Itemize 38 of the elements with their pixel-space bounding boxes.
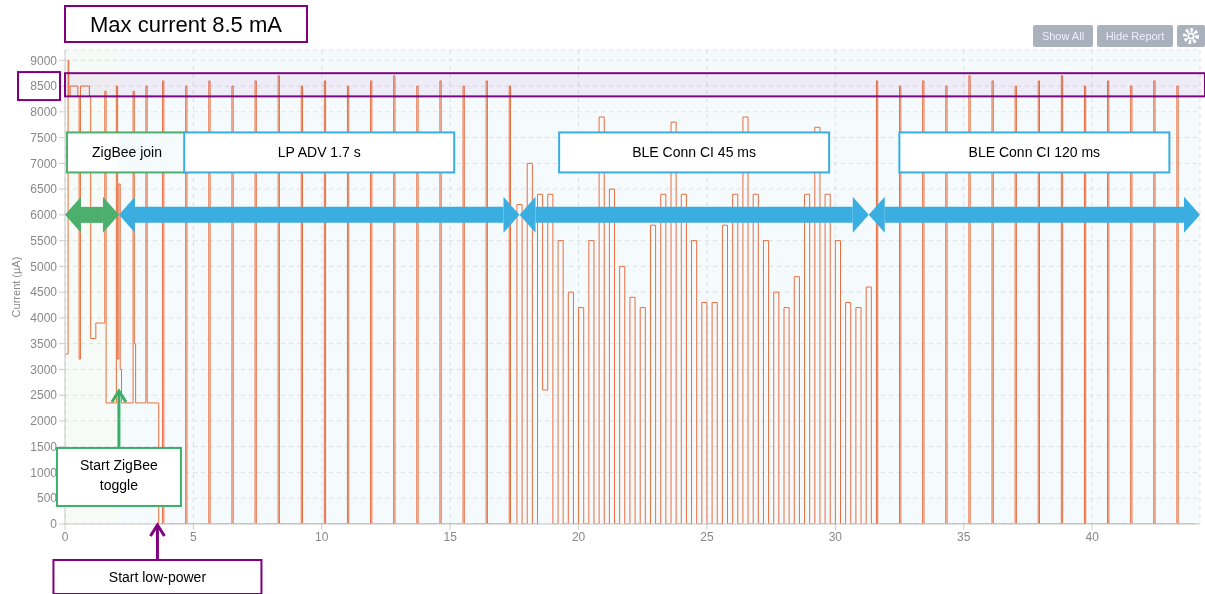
x-tick-label: 0 bbox=[61, 529, 69, 544]
y-tick-label: 6000 bbox=[30, 208, 58, 223]
y-tick-label: 1500 bbox=[30, 439, 58, 454]
band-label: ZigBee join bbox=[91, 144, 163, 161]
x-tick-label: 20 bbox=[571, 529, 586, 544]
y-axis-title: Current (µA) bbox=[9, 256, 22, 318]
x-tick-label: 15 bbox=[443, 529, 458, 544]
y-tick-label: 3500 bbox=[30, 336, 58, 351]
y-tick-label: 6500 bbox=[30, 182, 58, 197]
x-tick-label: 40 bbox=[1085, 529, 1100, 544]
text: Show All bbox=[1041, 30, 1085, 42]
y-tick-label: 500 bbox=[36, 491, 58, 506]
annotation: Start ZigBee toggle bbox=[80, 456, 159, 493]
y-tick-label: 8000 bbox=[30, 105, 58, 120]
y-tick-label: 2500 bbox=[30, 388, 58, 403]
y-tick-label: 2000 bbox=[30, 414, 58, 429]
y-tick-label: 3000 bbox=[30, 362, 58, 377]
band-label: BLE Conn CI 45 ms bbox=[632, 144, 756, 161]
x-tick-label: 25 bbox=[700, 529, 714, 544]
band-label: LP ADV 1.7 s bbox=[277, 144, 361, 161]
y-tick-label: 5500 bbox=[30, 233, 58, 248]
band-label: BLE Conn CI 120 ms bbox=[968, 144, 1101, 161]
x-tick-label: 30 bbox=[828, 529, 843, 544]
y-tick-label: 8500 bbox=[30, 79, 58, 94]
y-tick-label: 4000 bbox=[30, 311, 58, 326]
text: Hide Report bbox=[1105, 30, 1165, 42]
y-tick-label: 5000 bbox=[30, 259, 58, 274]
x-tick-label: 5 bbox=[190, 529, 198, 544]
y-tick-label: 9000 bbox=[30, 53, 58, 68]
x-tick-label: 10 bbox=[315, 529, 329, 544]
y-tick-label: 7500 bbox=[30, 130, 58, 145]
annotation: Start low-power bbox=[108, 569, 207, 585]
y-tick-label: 7000 bbox=[30, 156, 58, 171]
x-tick-label: 35 bbox=[957, 529, 971, 544]
y-tick-label: 4500 bbox=[30, 285, 58, 300]
y-tick-label: 0 bbox=[50, 517, 58, 532]
band-label: Max current 8.5 mA bbox=[90, 12, 283, 37]
y-tick-label: 1000 bbox=[30, 465, 58, 480]
